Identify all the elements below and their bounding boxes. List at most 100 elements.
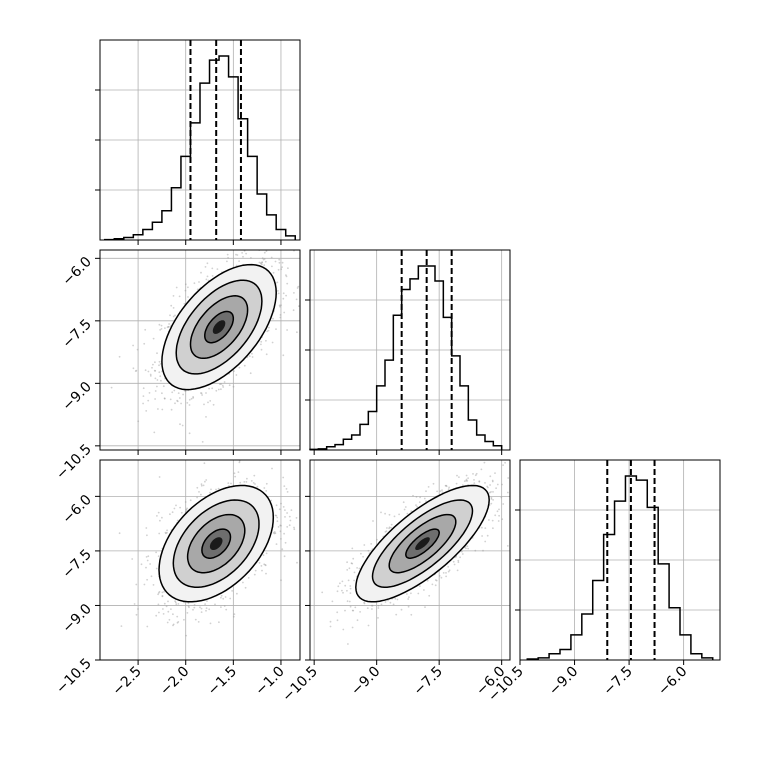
scatter-point xyxy=(344,609,346,612)
scatter-point xyxy=(155,567,158,570)
scatter-point xyxy=(168,618,171,621)
scatter-point xyxy=(132,367,135,370)
scatter-point xyxy=(186,402,189,404)
scatter-point xyxy=(158,371,161,374)
scatter-point xyxy=(153,369,156,372)
scatter-point xyxy=(157,511,160,514)
scatter-point xyxy=(264,260,267,263)
scatter-point xyxy=(261,263,263,266)
scatter-point xyxy=(171,391,174,394)
axes-frame xyxy=(99,39,301,241)
scatter-point xyxy=(223,381,226,383)
scatter-point xyxy=(276,520,279,523)
scatter-point xyxy=(564,467,566,469)
scatter-point xyxy=(204,266,207,268)
scatter-point xyxy=(147,399,150,402)
scatter-point xyxy=(363,601,365,604)
scatter-point xyxy=(440,576,443,579)
scatter-point xyxy=(390,526,392,529)
scatter-point xyxy=(215,389,218,392)
scatter-point xyxy=(176,400,179,403)
scatter-point xyxy=(159,519,161,522)
scatter-point xyxy=(135,369,138,372)
scatter-point xyxy=(142,395,145,397)
scatter-point xyxy=(264,564,267,566)
scatter-point xyxy=(134,370,137,372)
scatter-point xyxy=(177,392,180,394)
scatter-point xyxy=(488,519,490,521)
scatter-point xyxy=(200,611,203,613)
scatter-point xyxy=(261,451,263,453)
scatter-point xyxy=(203,403,205,406)
scatter-point xyxy=(154,361,156,364)
contour-line xyxy=(371,499,474,589)
scatter-point xyxy=(455,482,458,485)
scatter-point xyxy=(474,549,477,552)
scatter-point xyxy=(371,608,373,610)
scatter-point xyxy=(156,515,158,517)
scatter-point xyxy=(205,278,208,281)
scatter-point xyxy=(179,506,182,509)
scatter-point xyxy=(491,519,494,522)
scatter-point xyxy=(225,608,228,611)
scatter-point xyxy=(346,569,349,571)
scatter-point xyxy=(144,328,147,331)
scatter-point xyxy=(208,608,211,611)
scatter-point xyxy=(445,485,448,488)
scatter-point xyxy=(349,587,352,590)
scatter-point xyxy=(265,353,268,356)
scatter-point xyxy=(303,286,305,288)
scatter-point xyxy=(388,527,390,530)
scatter-point xyxy=(200,392,203,395)
scatter-point xyxy=(290,509,293,511)
scatter-point xyxy=(461,553,464,555)
scatter-point xyxy=(189,499,192,502)
scatter-point xyxy=(263,563,266,566)
scatter-point xyxy=(445,572,447,574)
scatter-point xyxy=(456,569,459,572)
scatter-point xyxy=(232,615,235,618)
scatter-point xyxy=(253,474,256,477)
scatter-point xyxy=(205,607,208,609)
scatter-point xyxy=(425,490,427,493)
scatter-point xyxy=(172,307,175,309)
scatter-point xyxy=(282,297,285,300)
scatter-point xyxy=(274,260,277,263)
scatter-point xyxy=(360,552,362,555)
scatter-point xyxy=(272,531,275,534)
scatter-point xyxy=(442,572,445,574)
scatter-point xyxy=(212,403,215,406)
scatter-point xyxy=(276,281,279,284)
scatter-point xyxy=(267,329,270,332)
scatter-point xyxy=(224,596,227,598)
x-tick-label: −9.0 xyxy=(546,664,581,699)
scatter-point xyxy=(154,390,157,392)
scatter-point xyxy=(208,387,211,390)
scatter-point xyxy=(158,323,161,326)
scatter-point xyxy=(492,499,494,501)
scatter-point xyxy=(461,484,464,487)
scatter-point xyxy=(438,575,441,577)
scatter-point xyxy=(396,598,399,601)
scatter-point xyxy=(239,481,242,484)
scatter-point xyxy=(221,384,224,387)
scatter-point xyxy=(492,527,494,530)
scatter-point xyxy=(263,264,266,267)
scatter-point xyxy=(447,488,450,491)
scatter-point xyxy=(412,494,414,497)
scatter-point xyxy=(258,261,261,264)
scatter-point xyxy=(436,490,438,493)
scatter-point xyxy=(261,569,263,572)
scatter-point xyxy=(140,563,143,566)
scatter-point xyxy=(275,514,278,517)
scatter-point xyxy=(159,329,162,331)
scatter-point xyxy=(274,514,277,517)
scatter-point xyxy=(283,555,286,558)
scatter-point xyxy=(288,524,291,527)
scatter-point xyxy=(232,385,235,388)
scatter-point xyxy=(169,314,171,317)
scatter-point xyxy=(165,605,168,608)
scatter-point xyxy=(166,326,169,329)
scatter-point xyxy=(192,396,195,398)
scatter-point xyxy=(341,589,343,592)
